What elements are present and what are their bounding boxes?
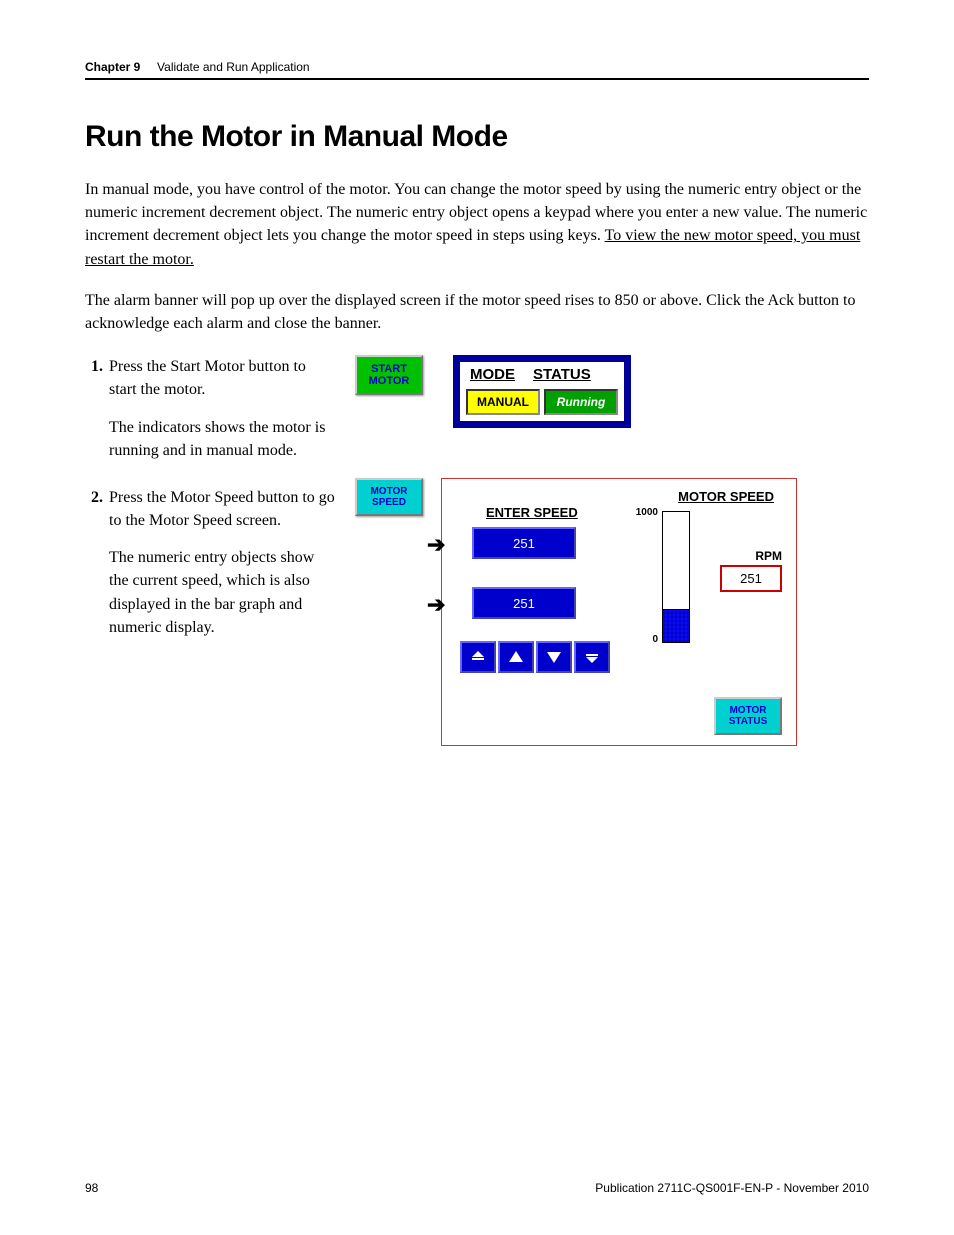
status-header: STATUS xyxy=(533,366,591,383)
publication-info: Publication 2711C-QS001F-EN-P - November… xyxy=(595,1181,869,1195)
enter-speed-label: ENTER SPEED xyxy=(486,505,578,520)
rpm-value: 251 xyxy=(720,565,782,592)
paragraph-2: The alarm banner will pop up over the di… xyxy=(85,289,869,335)
page-header: Chapter 9 Validate and Run Application xyxy=(85,60,869,80)
motor-speed-button[interactable]: MOTOR SPEED xyxy=(355,478,423,516)
page-title: Run the Motor in Manual Mode xyxy=(85,120,869,154)
motor-speed-panel: MOTOR SPEED ENTER SPEED 251 251 1000 0 xyxy=(441,478,797,746)
status-value: Running xyxy=(544,389,618,415)
step-2: 2. Press the Motor Speed button to go to… xyxy=(85,486,335,532)
step-1: 1. Press the Start Motor button to start… xyxy=(85,355,335,401)
motor-speed-title: MOTOR SPEED xyxy=(678,489,774,504)
mode-status-panel: MODE STATUS MANUAL Running xyxy=(453,355,631,428)
motor-status-button[interactable]: MOTOR STATUS xyxy=(714,697,782,735)
bar-max-label: 1000 xyxy=(636,507,658,518)
bar-fill xyxy=(663,609,689,643)
bar-min-label: 0 xyxy=(652,634,658,645)
speed-entry-2[interactable]: 251 xyxy=(472,587,576,619)
page-number: 98 xyxy=(85,1181,98,1195)
chapter-title: Validate and Run Application xyxy=(157,60,310,74)
fast-up-button[interactable] xyxy=(460,641,496,673)
paragraph-1: In manual mode, you have control of the … xyxy=(85,178,869,271)
mode-header: MODE xyxy=(470,366,515,383)
down-button[interactable] xyxy=(536,641,572,673)
page-footer: 98 Publication 2711C-QS001F-EN-P - Novem… xyxy=(85,1181,869,1195)
diagrams-column: START MOTOR MODE STATUS MANUAL Running xyxy=(355,355,869,746)
mode-value: MANUAL xyxy=(466,389,540,415)
start-motor-button[interactable]: START MOTOR xyxy=(355,355,423,395)
pointer-arrow-icon: ➔ xyxy=(427,532,445,558)
bar-graph: 1000 0 xyxy=(632,511,690,643)
step-1-sub: The indicators shows the motor is runnin… xyxy=(109,416,335,462)
chapter-number: Chapter 9 xyxy=(85,60,140,74)
fast-down-button[interactable] xyxy=(574,641,610,673)
speed-entry-1[interactable]: 251 xyxy=(472,527,576,559)
pointer-arrow-icon: ➔ xyxy=(427,592,445,618)
step-2-sub: The numeric entry objects show the curre… xyxy=(109,546,335,639)
rpm-label: RPM xyxy=(720,549,782,563)
steps-column: 1. Press the Start Motor button to start… xyxy=(85,355,335,746)
up-button[interactable] xyxy=(498,641,534,673)
